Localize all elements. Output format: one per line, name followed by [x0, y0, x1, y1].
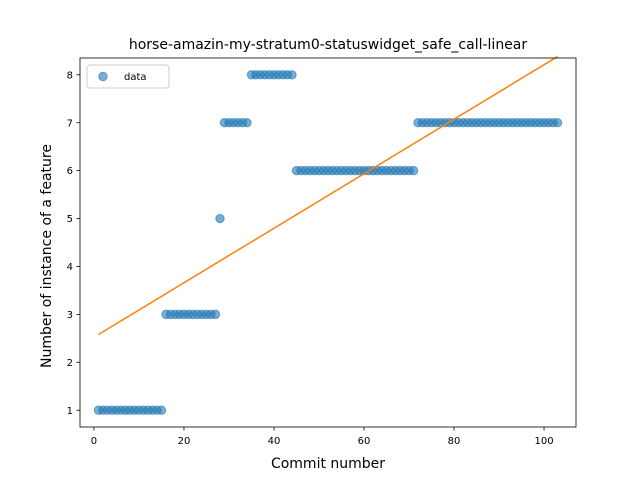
data-point: [215, 213, 225, 224]
y-tick-label: 1: [67, 406, 73, 417]
legend-marker: [98, 71, 108, 82]
x-tick-label: 0: [91, 436, 97, 447]
data-point: [552, 117, 563, 128]
x-tick-label: 40: [268, 436, 281, 447]
y-tick-label: 8: [67, 70, 73, 81]
chart-title: horse-amazin-my-stratum0-statuswidget_sa…: [129, 37, 528, 53]
data-point: [408, 165, 419, 176]
x-axis-label: Commit number: [271, 456, 385, 472]
y-tick-label: 2: [67, 358, 73, 369]
data-point: [156, 405, 167, 415]
x-tick-label: 80: [448, 436, 461, 447]
x-tick-label: 100: [534, 436, 553, 447]
axes-frame: [79, 57, 577, 428]
y-tick-label: 6: [67, 166, 73, 177]
x-tick-label: 60: [358, 436, 371, 447]
data-point: [210, 309, 221, 320]
data-point: [242, 117, 252, 128]
y-axis-label: Number of instance of a feature: [39, 144, 55, 368]
data-point: [287, 70, 297, 80]
legend-box: [86, 64, 170, 89]
y-tick-label: 5: [67, 214, 73, 225]
x-tick-label: 20: [178, 436, 191, 447]
y-tick-label: 3: [67, 310, 73, 321]
plot-area: 0 20 40 60 80 100 1 2 3 4 5 6 7 8 data: [67, 55, 577, 447]
y-tick-label: 7: [67, 118, 73, 129]
y-tick-label: 4: [67, 262, 73, 273]
legend-label: data: [124, 72, 147, 83]
fit-line: [98, 55, 558, 336]
